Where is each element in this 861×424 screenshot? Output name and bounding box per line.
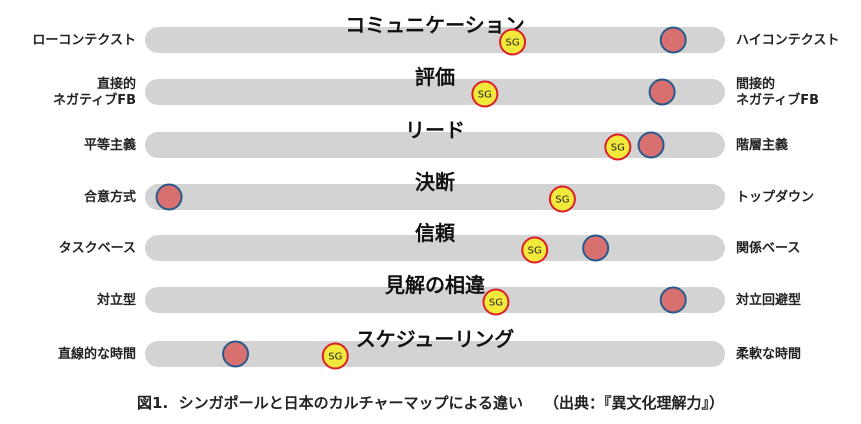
other-point bbox=[637, 131, 665, 159]
dimension-title: 信頼 bbox=[415, 221, 456, 245]
figure-caption: 図1. シンガポールと日本のカルチャーマップによる違い （出典：『異文化理解力』… bbox=[0, 392, 861, 413]
other-point bbox=[659, 286, 687, 314]
sg-point-label: SG bbox=[555, 195, 569, 206]
chart-row: 直接的ネガティブFB 間接的ネガティブFB 評価 SG bbox=[53, 65, 819, 108]
left-pole-label: 合意方式 bbox=[84, 189, 136, 205]
sg-point-label: SG bbox=[478, 90, 492, 101]
dimension-title: スケジューリング bbox=[356, 327, 515, 351]
left-pole-label: 平等主義 bbox=[84, 137, 136, 153]
dimension-title: コミュニケーション bbox=[345, 13, 525, 37]
other-point bbox=[648, 78, 676, 106]
chart-row: タスクベース 関係ベース 信頼 SG bbox=[59, 221, 800, 264]
left-pole-label: ローコンテクスト bbox=[32, 33, 136, 48]
other-point bbox=[582, 234, 610, 262]
chart-row: 平等主義 階層主義 リード SG bbox=[84, 118, 788, 161]
sg-point-label: SG bbox=[328, 352, 342, 363]
dimension-title: 評価 bbox=[415, 65, 455, 89]
right-pole-label: ハイコンテクスト bbox=[736, 33, 839, 48]
scale-track bbox=[145, 132, 725, 158]
sg-point-label: SG bbox=[506, 38, 520, 49]
caption-source: （出典：『異文化理解力』） bbox=[543, 394, 724, 412]
caption-text: シンガポールと日本のカルチャーマップによる違い bbox=[178, 394, 524, 412]
sg-point-label: SG bbox=[489, 298, 503, 309]
chart-row: 対立型 対立回避型 見解の相違 SG bbox=[96, 273, 801, 316]
sg-point-label: SG bbox=[611, 143, 625, 154]
sg-point bbox=[482, 288, 510, 316]
left-pole-label: タスクベース bbox=[59, 241, 136, 256]
sg-point bbox=[499, 28, 527, 56]
chart-row: 合意方式 トップダウン 決断 SG bbox=[84, 170, 814, 213]
sg-point-label: SG bbox=[528, 246, 542, 257]
sg-point bbox=[548, 185, 576, 213]
scale-track bbox=[145, 27, 725, 53]
dimension-title: 見解の相違 bbox=[385, 273, 485, 297]
right-pole-label: 階層主義 bbox=[736, 137, 788, 153]
dimension-title: リード bbox=[405, 118, 465, 142]
scale-track bbox=[145, 235, 725, 261]
chart-row: 直線的な時間 柔軟な時間 スケジューリング SG bbox=[58, 327, 801, 370]
right-pole-label: 柔軟な時間 bbox=[735, 346, 801, 362]
other-point bbox=[659, 26, 687, 54]
culture-map-chart: ローコンテクスト ハイコンテクストコミュニケーションSG直接的ネガティブFB間接的… bbox=[32, 13, 839, 370]
left-pole-label: 対立型 bbox=[96, 292, 136, 308]
left-pole-label: 直接的ネガティブFB bbox=[53, 76, 136, 108]
right-pole-label: 関係ベース bbox=[736, 240, 800, 256]
other-point bbox=[222, 340, 250, 368]
left-pole-label: 直線的な時間 bbox=[58, 346, 136, 362]
sg-point bbox=[321, 342, 349, 370]
dimension-title: 決断 bbox=[415, 170, 455, 194]
sg-point bbox=[471, 80, 499, 108]
sg-point bbox=[521, 236, 549, 264]
scale-track bbox=[145, 287, 725, 313]
caption-figure-number: 図1. bbox=[137, 394, 169, 412]
scale-track bbox=[145, 79, 725, 105]
right-pole-label: 間接的ネガティブFB bbox=[736, 76, 819, 108]
scale-track bbox=[145, 341, 725, 367]
right-pole-label: トップダウン bbox=[736, 189, 814, 205]
other-point bbox=[155, 183, 183, 211]
sg-point bbox=[604, 133, 632, 161]
scale-track bbox=[145, 184, 725, 210]
right-pole-label: 対立回避型 bbox=[735, 292, 801, 308]
